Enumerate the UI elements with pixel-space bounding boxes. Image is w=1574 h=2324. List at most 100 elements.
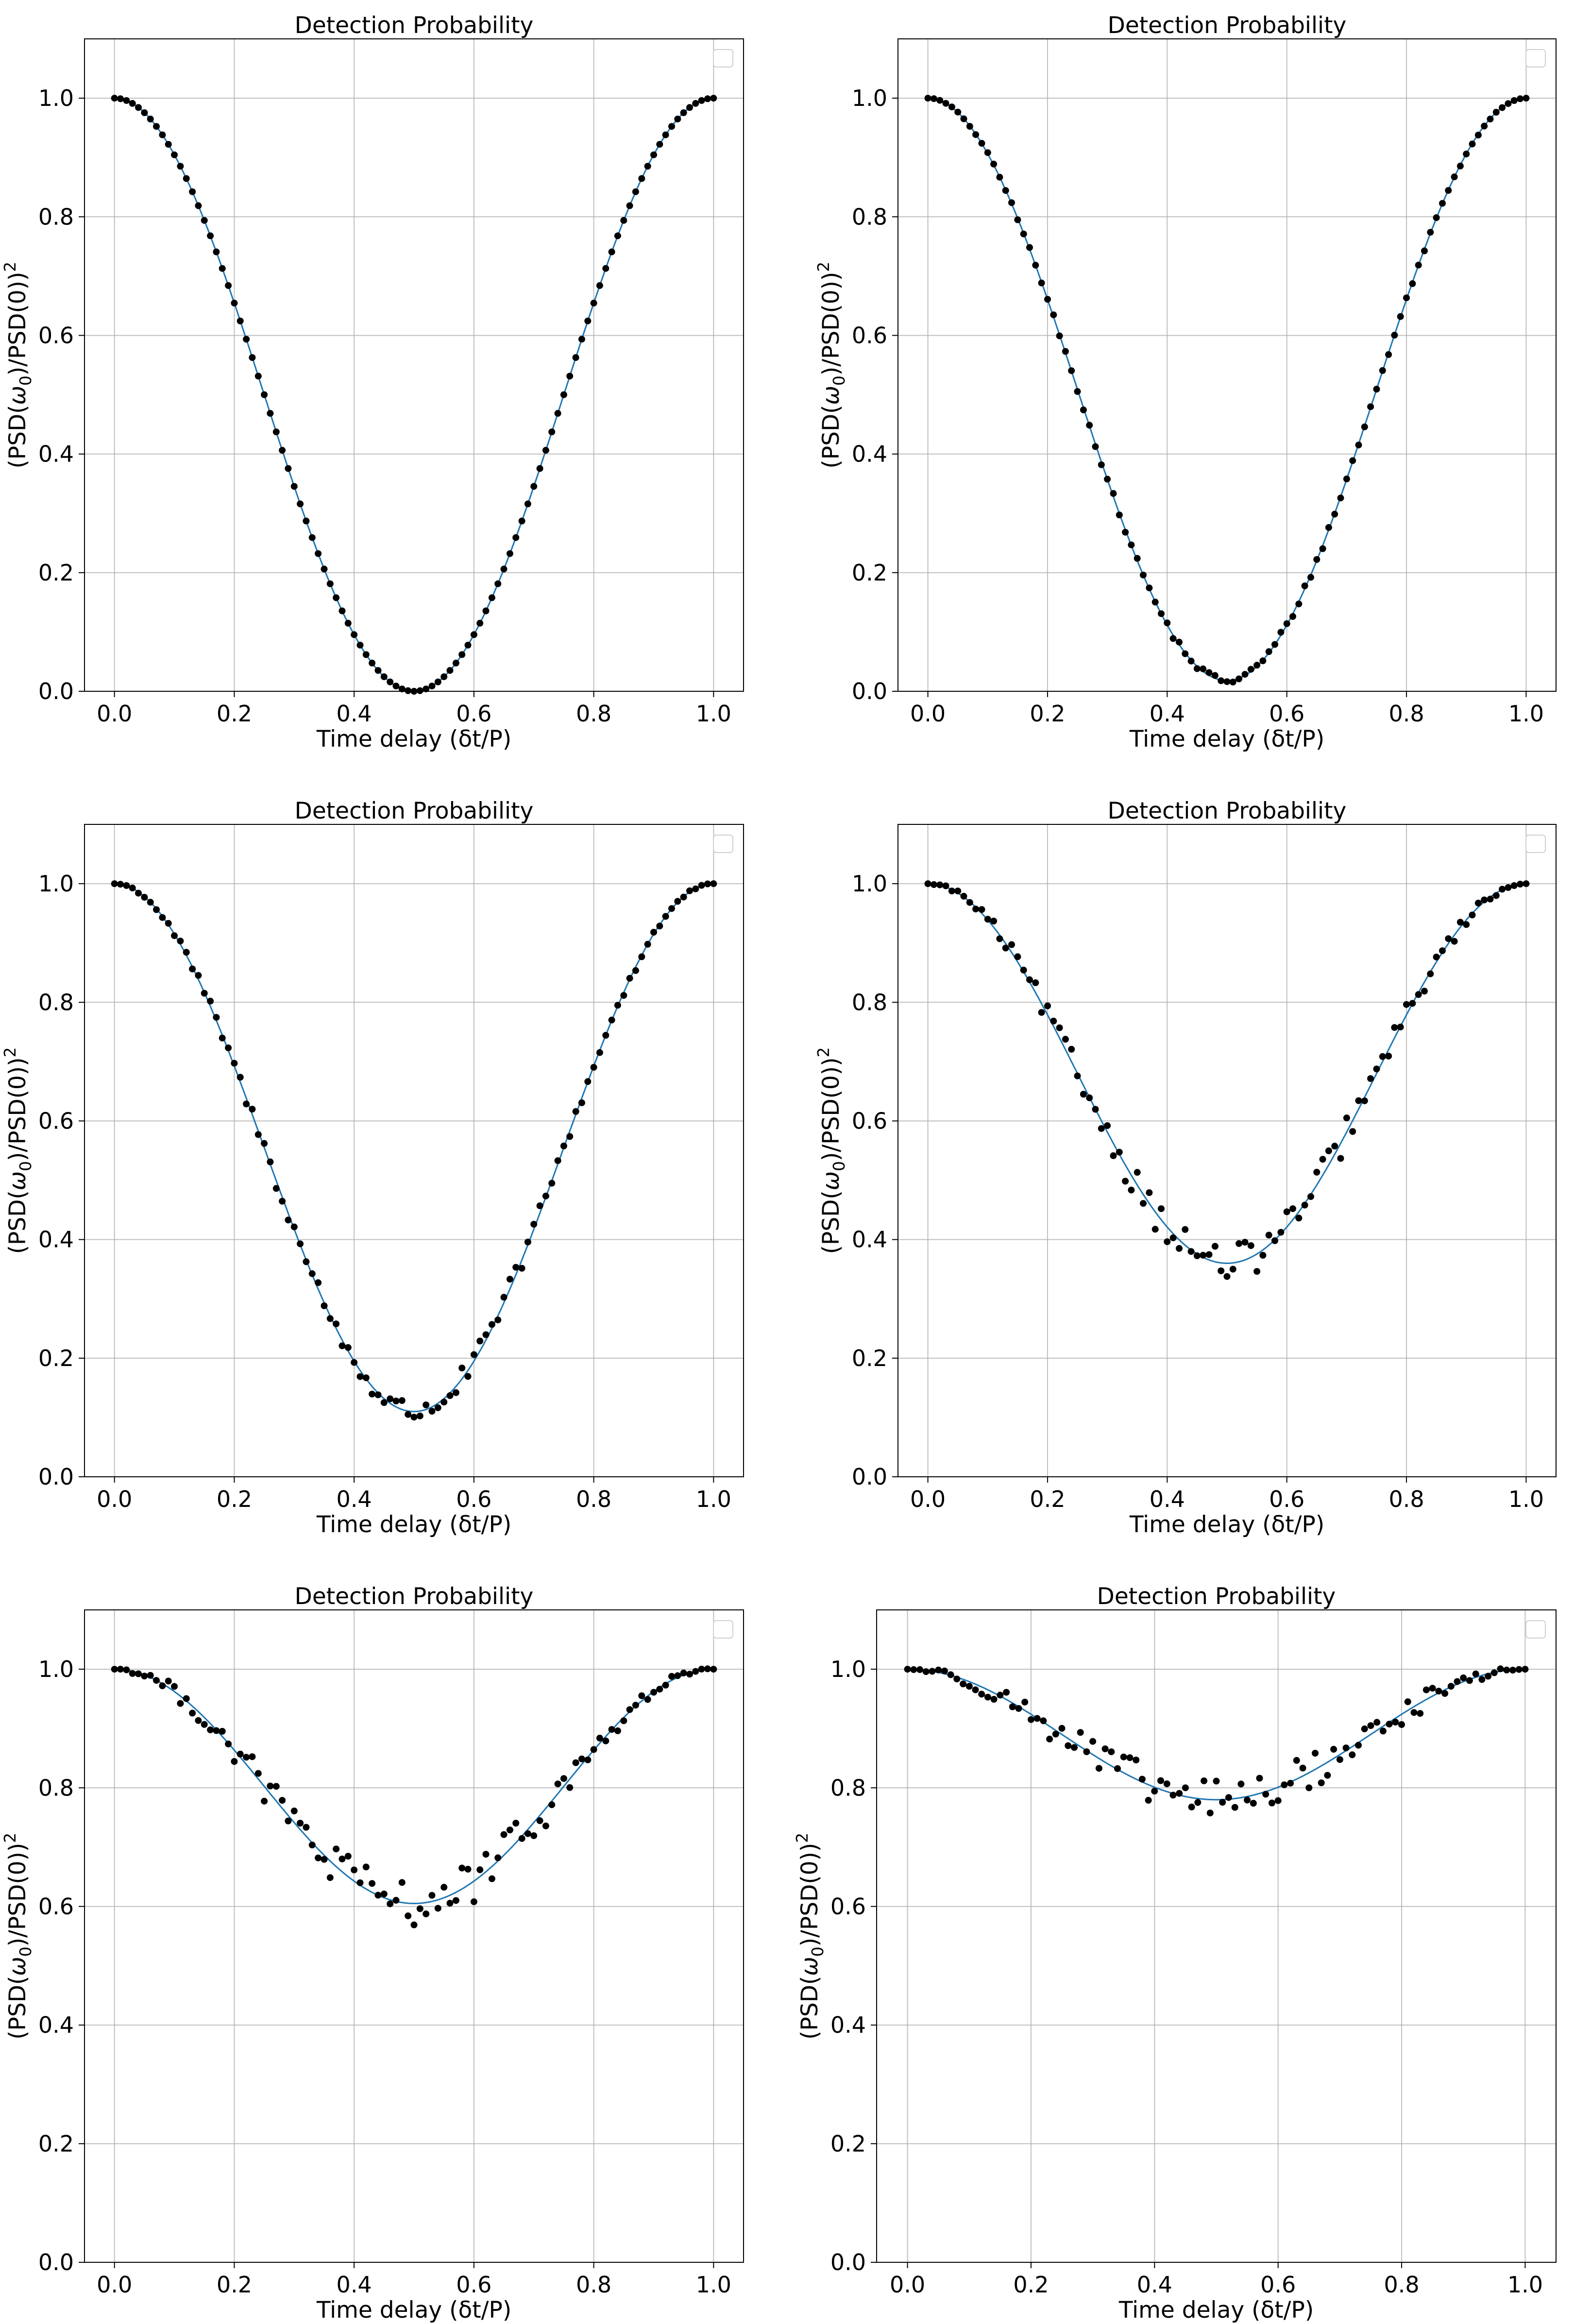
data-point xyxy=(512,1820,520,1827)
data-point xyxy=(686,104,693,111)
data-point xyxy=(984,1693,991,1701)
data-point xyxy=(326,1315,334,1322)
data-point xyxy=(290,483,298,490)
data-point xyxy=(578,336,585,343)
data-point xyxy=(308,534,316,541)
plot-frame xyxy=(84,824,744,1477)
data-point xyxy=(387,1395,394,1402)
data-point xyxy=(231,299,238,307)
data-point xyxy=(1229,679,1236,685)
data-point xyxy=(560,391,567,398)
data-point xyxy=(1505,100,1512,107)
data-point xyxy=(518,1835,525,1842)
data-point xyxy=(1523,880,1530,888)
data-point xyxy=(936,881,944,889)
data-point xyxy=(1373,386,1380,393)
data-point xyxy=(135,889,142,897)
data-point xyxy=(147,1672,154,1679)
data-point xyxy=(1092,443,1099,450)
data-point xyxy=(290,1223,298,1230)
y-tick-label: 0.2 xyxy=(38,1345,74,1371)
data-point xyxy=(476,1337,484,1345)
data-point xyxy=(1050,311,1057,319)
data-point xyxy=(1485,1673,1492,1680)
data-point xyxy=(942,882,949,889)
x-tick-label: 0.4 xyxy=(1137,2272,1172,2298)
data-point xyxy=(542,1193,549,1200)
data-point xyxy=(380,673,388,681)
data-point xyxy=(1259,657,1267,665)
data-point xyxy=(1274,1797,1282,1804)
data-point xyxy=(644,163,651,170)
data-point xyxy=(1325,1147,1332,1154)
data-point xyxy=(692,1668,699,1675)
data-point xyxy=(261,1140,268,1147)
legend-box xyxy=(1525,835,1546,853)
data-point xyxy=(1299,1764,1306,1772)
data-point xyxy=(321,565,328,573)
data-point xyxy=(1429,1685,1436,1692)
data-point xyxy=(1182,1784,1189,1792)
x-axis-label: Time delay (δt/P) xyxy=(1118,2297,1314,2324)
data-point xyxy=(470,1898,477,1905)
data-point xyxy=(1247,666,1254,673)
data-point xyxy=(1014,216,1021,223)
data-point xyxy=(356,1879,364,1886)
y-tick-label: 0.4 xyxy=(830,2012,866,2038)
y-tick-label: 0.8 xyxy=(38,1775,74,1801)
y-tick-label: 0.6 xyxy=(38,1893,74,1919)
data-point xyxy=(356,642,364,649)
data-point xyxy=(392,1398,400,1404)
y-tick-label: 0.6 xyxy=(852,322,887,348)
data-point xyxy=(590,299,597,307)
data-point xyxy=(1205,1251,1213,1258)
data-point xyxy=(1325,524,1332,531)
data-point xyxy=(398,685,406,693)
data-point xyxy=(1523,95,1530,102)
fit-curve xyxy=(114,883,714,1413)
data-point xyxy=(1101,1745,1109,1752)
fit-curve xyxy=(928,97,1526,682)
data-point xyxy=(584,1078,592,1085)
data-point xyxy=(1176,638,1183,646)
data-point xyxy=(1510,97,1518,104)
data-point xyxy=(423,685,430,693)
x-tick-label: 0.2 xyxy=(217,1486,252,1512)
data-point xyxy=(1003,1689,1010,1696)
data-point xyxy=(434,1404,441,1411)
data-point xyxy=(344,1853,352,1860)
data-point xyxy=(1116,512,1123,518)
data-point xyxy=(1219,1799,1226,1806)
data-point xyxy=(315,550,322,557)
data-point xyxy=(1002,944,1009,952)
chart-title: Detection Probability xyxy=(295,1583,534,1610)
chart-title: Detection Probability xyxy=(295,12,534,39)
data-point xyxy=(1062,1036,1069,1043)
data-point xyxy=(1044,1002,1051,1009)
data-point xyxy=(1379,1727,1387,1735)
data-point xyxy=(470,1351,477,1358)
data-point xyxy=(243,1100,250,1108)
data-point xyxy=(1062,348,1069,355)
data-point xyxy=(423,1401,430,1408)
data-point xyxy=(530,483,538,490)
data-point xyxy=(1373,1719,1381,1726)
data-point xyxy=(237,1750,244,1758)
data-point xyxy=(1492,892,1500,899)
data-point xyxy=(452,659,459,666)
data-point xyxy=(638,953,645,960)
x-tick-label: 0.6 xyxy=(456,2272,491,2298)
data-point xyxy=(129,884,136,891)
data-point xyxy=(1318,1779,1325,1786)
data-point xyxy=(1517,95,1524,103)
data-point xyxy=(428,683,436,690)
x-tick-label: 0.2 xyxy=(1013,2272,1049,2298)
data-point xyxy=(1439,947,1446,955)
data-point xyxy=(1206,1810,1214,1817)
data-point xyxy=(267,1782,274,1790)
data-point xyxy=(1253,662,1261,669)
data-point xyxy=(1033,1715,1041,1722)
data-point xyxy=(1026,244,1033,251)
y-label-part: )/PSD(0)) xyxy=(4,1058,31,1161)
data-point xyxy=(1265,648,1272,655)
